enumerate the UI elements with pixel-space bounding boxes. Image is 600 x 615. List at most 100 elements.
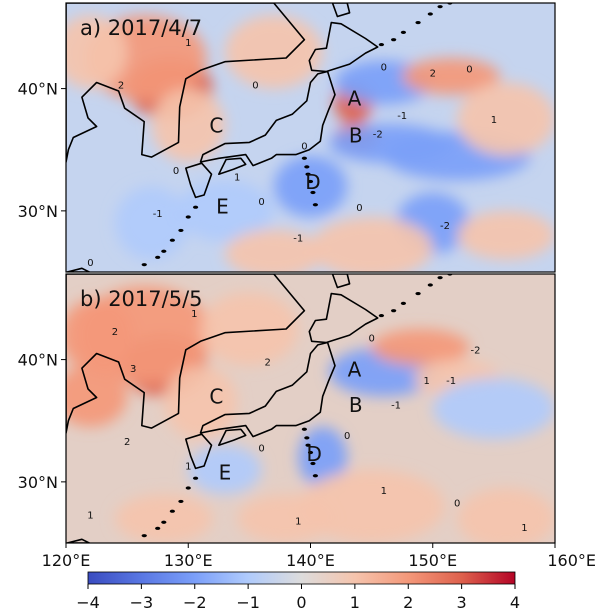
region-label-c: C bbox=[209, 114, 223, 138]
contour-label: -2 bbox=[373, 130, 383, 141]
colorbar-ramp bbox=[87, 571, 516, 585]
island bbox=[427, 283, 433, 287]
contour-label: 1 bbox=[381, 486, 387, 497]
island bbox=[161, 520, 167, 524]
contour-label: 0 bbox=[258, 197, 264, 208]
coastline-hokkaido bbox=[308, 292, 379, 344]
contour-label: -1 bbox=[391, 401, 401, 412]
contour-label: 1 bbox=[521, 523, 527, 534]
contour-label: 0 bbox=[381, 62, 387, 73]
contour-label: 1 bbox=[295, 517, 301, 528]
contour-label: 1 bbox=[234, 172, 240, 183]
region-label-b: B bbox=[349, 393, 363, 417]
contour-label: 2 bbox=[124, 437, 130, 448]
island bbox=[169, 509, 175, 513]
island bbox=[415, 20, 421, 25]
anomaly-patch bbox=[66, 298, 134, 372]
coastline-mainland bbox=[66, 274, 306, 434]
contour-label: 0 bbox=[258, 443, 264, 454]
contour-label: -2 bbox=[440, 221, 450, 232]
island bbox=[437, 276, 443, 280]
island bbox=[391, 309, 397, 313]
island bbox=[312, 474, 318, 478]
anomaly-patch bbox=[66, 15, 128, 89]
region-label-b: B bbox=[349, 123, 363, 147]
coastline-taiwan bbox=[66, 267, 90, 272]
contour-label: 0 bbox=[454, 498, 460, 509]
colorbar-tick-label: 3 bbox=[457, 593, 467, 612]
contour-label: 0 bbox=[301, 142, 307, 153]
island bbox=[128, 544, 133, 547]
island bbox=[400, 301, 407, 305]
coastline-kyushu bbox=[185, 433, 213, 470]
island bbox=[310, 461, 316, 466]
contour-label: 2 bbox=[118, 81, 124, 92]
anomaly-patch bbox=[114, 186, 189, 260]
latitude-axis: 40°N 30°N 40°N 30°N bbox=[18, 80, 66, 492]
coastline-honshu bbox=[199, 341, 336, 438]
coastline-shikoku bbox=[218, 157, 247, 175]
region-label-d: D bbox=[306, 442, 321, 466]
island bbox=[301, 427, 307, 431]
contour-label: -1 bbox=[446, 376, 456, 387]
island bbox=[178, 228, 184, 233]
anomaly-patch bbox=[298, 469, 445, 543]
island bbox=[192, 205, 199, 209]
island bbox=[185, 486, 191, 490]
contour-label: 0 bbox=[466, 65, 472, 76]
lon-tick-label: 160°E bbox=[547, 551, 596, 570]
island bbox=[301, 156, 307, 160]
lon-tick-label: 150°E bbox=[408, 551, 457, 570]
region-label-c: C bbox=[209, 385, 223, 409]
colorbar-tick-label: −4 bbox=[76, 593, 100, 612]
anomaly-patch bbox=[371, 329, 470, 366]
lon-tick-label: 140°E bbox=[286, 551, 335, 570]
anomaly-patch bbox=[200, 292, 299, 366]
region-label-a: A bbox=[348, 358, 362, 382]
contour-label: 2 bbox=[265, 358, 271, 369]
colorbar-tick-label: −1 bbox=[236, 593, 260, 612]
region-label-e: E bbox=[216, 194, 229, 218]
panel-b-anomaly-field bbox=[66, 286, 555, 543]
colorbar-tick-label: 4 bbox=[510, 593, 520, 612]
coastline-taiwan bbox=[66, 538, 90, 543]
contour-label: -1 bbox=[153, 209, 163, 220]
coastline-hokkaido bbox=[308, 21, 379, 73]
colorbar-ticks: −4 −3 −2 −1 0 1 2 3 4 bbox=[76, 584, 520, 612]
region-label-d: D bbox=[305, 170, 320, 194]
contour-label: 0 bbox=[344, 431, 350, 442]
anomaly-patch bbox=[224, 15, 323, 89]
anomaly-patch bbox=[298, 426, 348, 488]
panel-a-title: a) 2017/4/7 bbox=[80, 16, 202, 40]
island bbox=[178, 499, 184, 504]
panel-a-anomaly-field bbox=[66, 15, 555, 272]
island bbox=[185, 215, 191, 219]
island bbox=[378, 42, 385, 47]
anomaly-patch bbox=[224, 229, 323, 272]
contour-label: 1 bbox=[185, 38, 191, 49]
contour-label: -2 bbox=[471, 345, 481, 356]
island bbox=[378, 313, 385, 318]
island bbox=[307, 179, 314, 184]
coastline-sakhalin bbox=[331, 3, 351, 18]
island bbox=[305, 172, 311, 176]
coastline-kyushu bbox=[185, 162, 213, 199]
anomaly-patch bbox=[66, 365, 128, 427]
contour-label: 1 bbox=[491, 115, 497, 126]
island bbox=[310, 190, 316, 195]
panel-b-contour-labels: 3 2 1 2 0 1 -1 -2 -1 0 1 0 1 0 1 1 1 2 bbox=[87, 309, 527, 534]
panel-b-coastlines bbox=[66, 274, 453, 547]
colorbar-tick-label: 0 bbox=[296, 593, 306, 612]
panel-b: 3 2 1 2 0 1 -1 -2 -1 0 1 0 1 0 1 1 1 2 AB C D E b) 2017/5/5 bbox=[65, 273, 556, 547]
contour-label: 1 bbox=[423, 376, 429, 387]
lon-tick-label: 120°E bbox=[42, 551, 91, 570]
region-label-a: A bbox=[348, 87, 362, 111]
contour-label: 3 bbox=[130, 364, 136, 375]
panel-a-region-labels: AB C D E bbox=[209, 87, 362, 219]
contour-label: -1 bbox=[293, 233, 303, 244]
contour-label: 2 bbox=[112, 327, 118, 338]
lat-tick-label: 40°N bbox=[18, 351, 58, 370]
island bbox=[304, 436, 310, 440]
panel-a-frame bbox=[65, 2, 556, 273]
